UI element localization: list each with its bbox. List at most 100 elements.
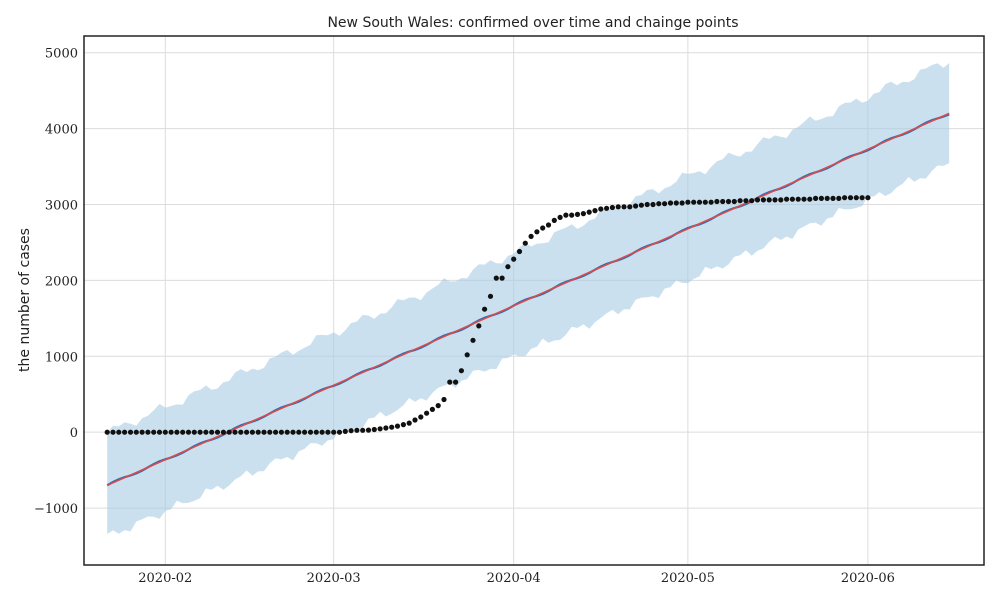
data-point bbox=[267, 429, 273, 435]
data-point bbox=[383, 425, 389, 431]
data-point bbox=[412, 417, 418, 423]
data-point bbox=[685, 199, 691, 205]
y-tick-label: −1000 bbox=[34, 502, 78, 517]
data-point bbox=[609, 204, 616, 211]
data-point bbox=[319, 429, 325, 435]
data-point bbox=[394, 423, 401, 429]
trend-line bbox=[106, 112, 950, 487]
data-point bbox=[580, 211, 587, 217]
data-point bbox=[842, 195, 848, 201]
data-point bbox=[731, 198, 737, 205]
data-point bbox=[737, 198, 743, 204]
data-point bbox=[638, 202, 645, 208]
data-point bbox=[621, 204, 627, 210]
data-point bbox=[418, 414, 424, 420]
x-tick-label: 2020-06 bbox=[841, 571, 895, 586]
tick-labels: 2020-02 2020-03 2020-04 2020-05 2020-06 −1000… bbox=[34, 47, 895, 586]
data-point bbox=[830, 195, 836, 201]
data-point bbox=[244, 429, 250, 435]
data-point bbox=[313, 429, 319, 435]
data-point bbox=[406, 420, 412, 426]
data-point bbox=[696, 199, 703, 205]
data-point bbox=[238, 429, 244, 435]
data-point bbox=[284, 429, 290, 435]
y-tick-label: 2000 bbox=[45, 274, 78, 289]
data-point bbox=[441, 396, 447, 403]
data-point bbox=[540, 225, 546, 231]
data-point bbox=[360, 427, 366, 433]
data-point bbox=[209, 429, 215, 435]
observed-points bbox=[104, 195, 871, 435]
data-point bbox=[273, 429, 279, 435]
x-tick-label: 2020-02 bbox=[138, 571, 192, 586]
data-point bbox=[691, 199, 697, 205]
data-point bbox=[818, 195, 825, 201]
data-point bbox=[249, 429, 255, 435]
data-point bbox=[493, 275, 499, 281]
data-point bbox=[847, 195, 854, 201]
data-point bbox=[824, 195, 830, 201]
data-point bbox=[644, 201, 650, 208]
data-point bbox=[754, 197, 761, 203]
data-point bbox=[151, 429, 157, 435]
data-point bbox=[725, 198, 732, 205]
data-point bbox=[116, 429, 122, 435]
data-point bbox=[174, 429, 180, 435]
data-point bbox=[348, 428, 354, 434]
data-point bbox=[569, 212, 575, 218]
data-point bbox=[865, 195, 871, 201]
data-point bbox=[795, 196, 801, 202]
data-point bbox=[400, 422, 406, 428]
data-point bbox=[807, 196, 813, 202]
data-point bbox=[354, 427, 360, 433]
data-point bbox=[499, 275, 505, 281]
x-tick-label: 2020-03 bbox=[307, 571, 361, 586]
data-point bbox=[545, 222, 552, 228]
data-point bbox=[766, 197, 772, 203]
data-point bbox=[180, 429, 186, 435]
data-point bbox=[336, 429, 343, 435]
x-tick-label: 2020-05 bbox=[661, 571, 715, 586]
data-point bbox=[220, 429, 226, 435]
data-point bbox=[197, 429, 203, 435]
data-point bbox=[598, 206, 604, 212]
data-point bbox=[290, 429, 296, 435]
data-point bbox=[214, 429, 221, 435]
data-point bbox=[714, 198, 720, 205]
data-point bbox=[656, 201, 662, 207]
data-point bbox=[325, 429, 331, 435]
data-point bbox=[389, 424, 395, 430]
chart-title: New South Wales: confirmed over time and… bbox=[327, 15, 738, 31]
data-point bbox=[476, 323, 482, 329]
data-point bbox=[679, 200, 685, 206]
data-point bbox=[453, 379, 459, 385]
data-point bbox=[127, 429, 134, 435]
data-point bbox=[801, 196, 807, 202]
data-point bbox=[226, 429, 232, 435]
data-point bbox=[784, 196, 790, 202]
data-point bbox=[604, 205, 610, 211]
data-point bbox=[278, 429, 284, 435]
data-point bbox=[139, 429, 145, 435]
data-point bbox=[749, 198, 755, 204]
data-point bbox=[505, 264, 511, 270]
data-point bbox=[232, 429, 238, 435]
data-point bbox=[813, 195, 819, 201]
data-point bbox=[633, 203, 639, 209]
data-point bbox=[296, 429, 302, 435]
data-point bbox=[516, 248, 523, 255]
data-point bbox=[528, 233, 534, 239]
data-point bbox=[168, 429, 174, 435]
data-point bbox=[673, 200, 679, 206]
data-point bbox=[458, 368, 464, 374]
data-point bbox=[522, 240, 528, 246]
data-point bbox=[789, 196, 796, 202]
data-point bbox=[377, 426, 383, 432]
data-point bbox=[203, 429, 209, 435]
data-point bbox=[487, 293, 494, 299]
data-point bbox=[592, 208, 598, 214]
data-point bbox=[720, 198, 726, 205]
data-point bbox=[836, 195, 842, 201]
data-point bbox=[371, 426, 377, 433]
